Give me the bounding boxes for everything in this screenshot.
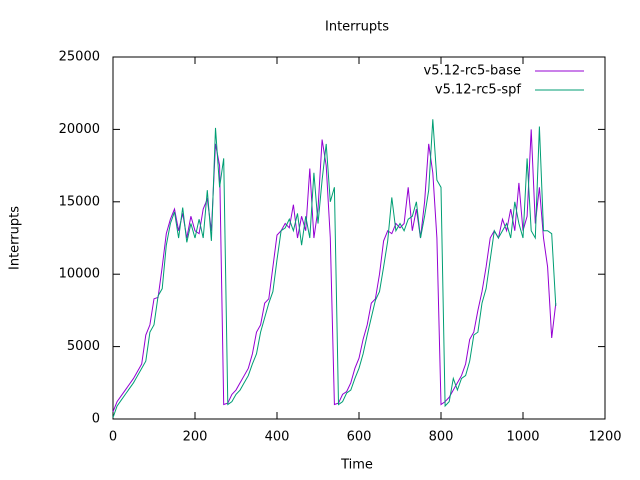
series-line xyxy=(112,129,557,412)
y-tick-label: 15000 xyxy=(59,194,100,209)
y-tick-label: 20000 xyxy=(59,122,100,137)
y-tick-label: 0 xyxy=(92,412,100,427)
plot-border xyxy=(112,56,606,420)
y-axis-label: Interrupts xyxy=(8,206,23,270)
x-tick-label: 400 xyxy=(265,430,290,445)
legend-label: v5.12-rc5-base xyxy=(424,64,522,79)
x-tick-label: 600 xyxy=(347,430,372,445)
x-axis-label: Time xyxy=(340,458,373,473)
y-tick-label: 25000 xyxy=(59,50,100,65)
y-tick-label: 10000 xyxy=(59,267,100,282)
x-tick-label: 0 xyxy=(109,430,117,445)
x-tick-label: 1000 xyxy=(506,430,539,445)
chart-title: Interrupts xyxy=(325,20,389,35)
x-tick-label: 1200 xyxy=(588,430,621,445)
x-tick-label: 200 xyxy=(183,430,208,445)
legend-label: v5.12-rc5-spf xyxy=(435,83,522,98)
series-line xyxy=(112,119,557,418)
x-tick-label: 800 xyxy=(429,430,454,445)
y-tick-label: 5000 xyxy=(67,339,100,354)
